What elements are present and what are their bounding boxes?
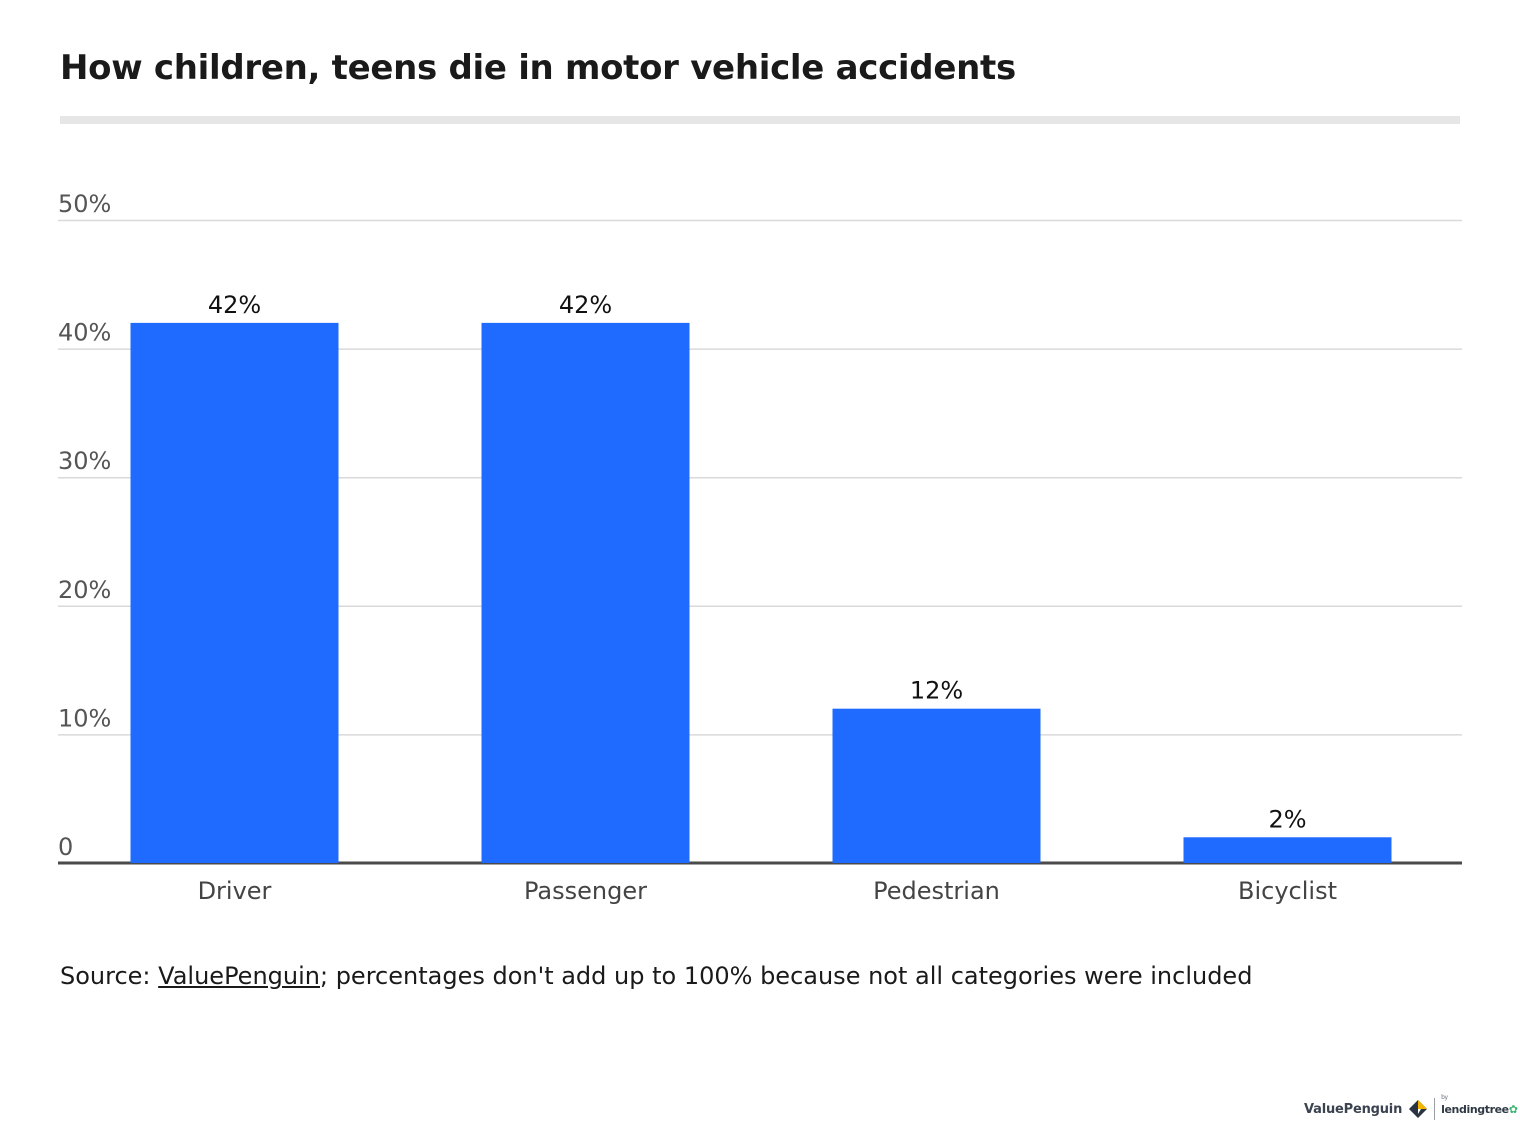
labels: 0 10% 20% 30% 40% 50% 42% Driver 42% Passenger 12%…: [58, 190, 1337, 905]
bar-passenger: [481, 322, 690, 863]
source-link[interactable]: ValuePenguin: [158, 962, 320, 990]
bar-pedestrian: [832, 708, 1041, 863]
y-tick-label-10: 10%: [58, 704, 111, 732]
logo-divider: [1434, 1098, 1436, 1120]
title-divider: [60, 116, 1460, 124]
partner-by-label: by: [1441, 1093, 1448, 1101]
penguin-diamond-icon: [1409, 1100, 1428, 1118]
data-label-passenger: 42%: [559, 291, 612, 319]
y-tick-label-0: 0: [58, 833, 73, 861]
brand-name: ValuePenguin: [1304, 1101, 1403, 1117]
y-tick-label-30: 30%: [58, 447, 111, 475]
y-tick-label-20: 20%: [58, 576, 111, 604]
data-label-driver: 42%: [208, 291, 261, 319]
source-suffix: ; percentages don't add up to 100% becau…: [319, 962, 1253, 990]
leaf-icon: ✿: [1508, 1102, 1518, 1116]
chart-title: How children, teens die in motor vehicle…: [60, 48, 1016, 88]
source-prefix: Source:: [60, 962, 159, 990]
x-tick-label-driver: Driver: [198, 877, 272, 905]
data-label-bicyclist: 2%: [1268, 805, 1306, 833]
source-note: Source: ValuePenguin; percentages don't …: [60, 962, 1252, 990]
x-tick-label-passenger: Passenger: [524, 877, 647, 905]
x-tick-label-bicyclist: Bicyclist: [1238, 877, 1337, 905]
data-label-pedestrian: 12%: [910, 677, 963, 705]
partner-logo: by lendingtree✿: [1441, 1094, 1518, 1116]
footer-logo[interactable]: ValuePenguin by lendingtree✿: [1304, 1092, 1518, 1126]
bar-chart: 0 10% 20% 30% 40% 50% 42% Driver 42% Passenger 12%…: [58, 190, 1462, 905]
partner-name: lendingtree: [1441, 1102, 1509, 1116]
bar-bicyclist: [1183, 837, 1392, 863]
x-tick-label-pedestrian: Pedestrian: [873, 877, 1000, 905]
bars: [130, 322, 1392, 863]
y-tick-label-50: 50%: [58, 190, 111, 218]
bar-driver: [130, 322, 339, 863]
y-tick-label-40: 40%: [58, 319, 111, 347]
